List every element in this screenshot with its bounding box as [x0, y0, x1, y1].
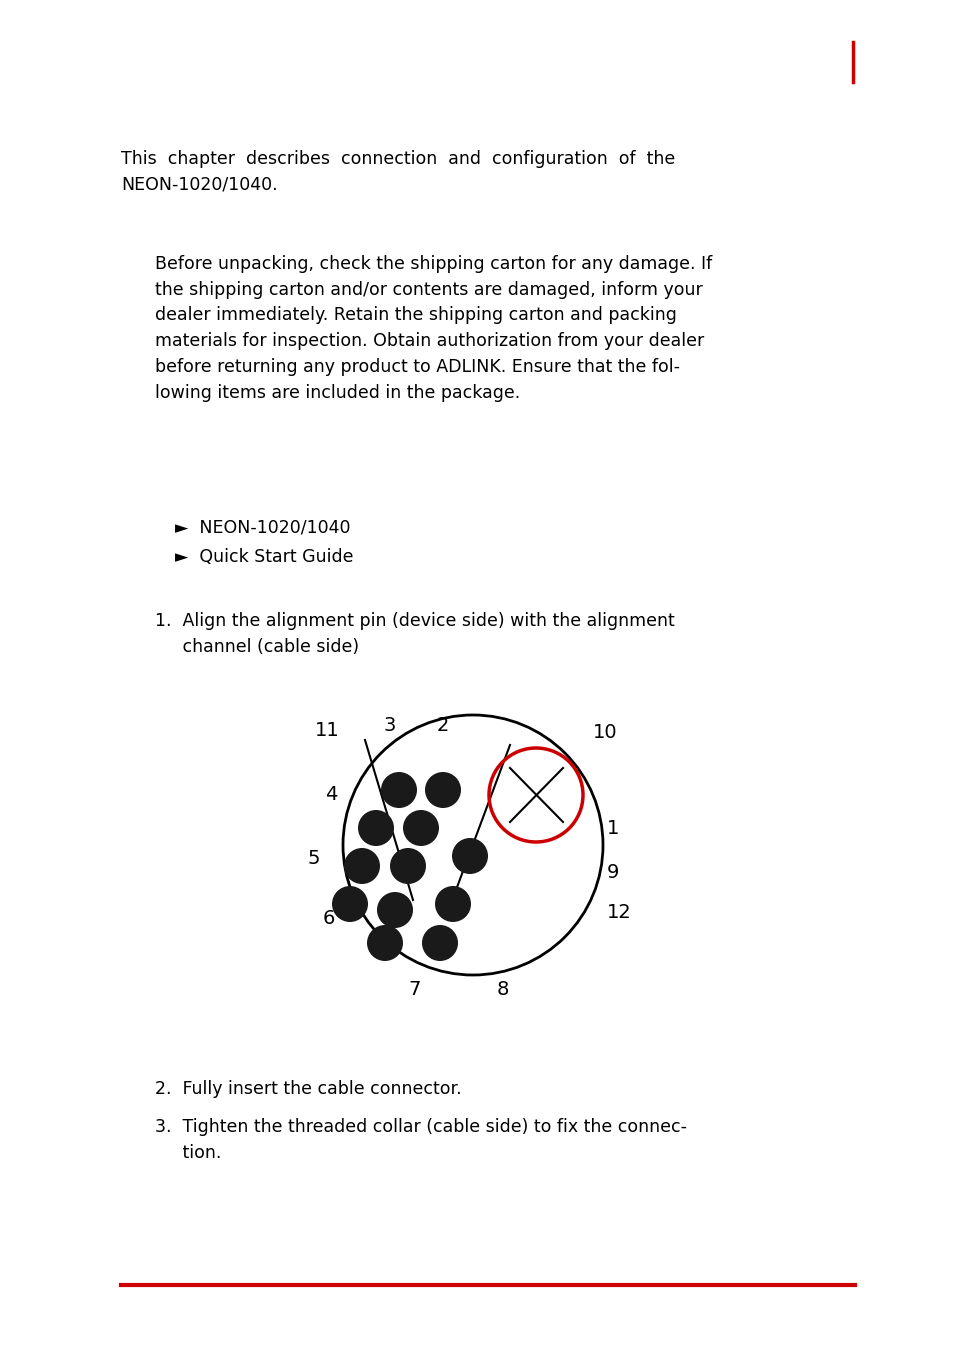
Circle shape: [435, 886, 471, 922]
Text: 9: 9: [606, 863, 618, 882]
Text: 5: 5: [307, 849, 319, 868]
Text: 4: 4: [324, 786, 336, 804]
Text: 3.  Tighten the threaded collar (cable side) to fix the connec-
     tion.: 3. Tighten the threaded collar (cable si…: [154, 1118, 686, 1161]
Circle shape: [402, 810, 438, 846]
Circle shape: [343, 715, 602, 975]
Text: 1.  Align the alignment pin (device side) with the alignment
     channel (cable: 1. Align the alignment pin (device side)…: [154, 612, 674, 656]
Text: 2: 2: [436, 717, 449, 735]
Circle shape: [380, 772, 416, 808]
Circle shape: [376, 892, 413, 927]
Text: 6: 6: [322, 909, 335, 927]
Text: 8: 8: [497, 980, 509, 999]
Circle shape: [452, 838, 488, 873]
Circle shape: [367, 925, 402, 961]
Circle shape: [357, 810, 394, 846]
Text: 7: 7: [409, 980, 420, 999]
Circle shape: [390, 848, 426, 884]
Text: 1: 1: [606, 818, 618, 837]
Circle shape: [424, 772, 460, 808]
Text: 11: 11: [314, 721, 339, 740]
Text: 3: 3: [383, 717, 395, 735]
Circle shape: [332, 886, 368, 922]
Text: This  chapter  describes  connection  and  configuration  of  the
NEON-1020/1040: This chapter describes connection and co…: [121, 150, 675, 193]
Circle shape: [344, 848, 379, 884]
Text: ►  Quick Start Guide: ► Quick Start Guide: [174, 548, 354, 566]
Text: 2.  Fully insert the cable connector.: 2. Fully insert the cable connector.: [154, 1080, 461, 1098]
Text: ►  NEON-1020/1040: ► NEON-1020/1040: [174, 518, 350, 535]
Text: Before unpacking, check the shipping carton for any damage. If
the shipping cart: Before unpacking, check the shipping car…: [154, 256, 712, 402]
Circle shape: [421, 925, 457, 961]
Text: 10: 10: [593, 723, 617, 742]
Text: 12: 12: [606, 903, 631, 922]
